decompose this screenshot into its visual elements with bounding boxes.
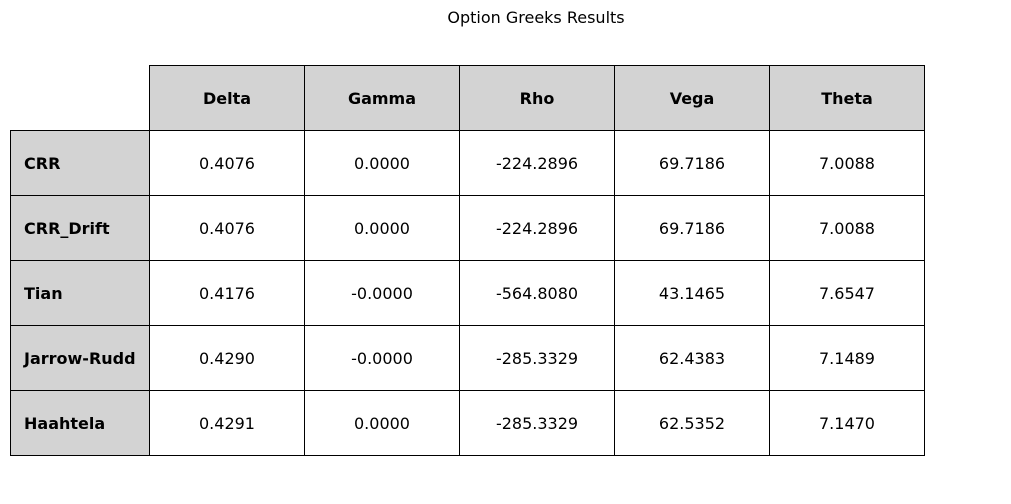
- table-cell: 7.1489: [769, 325, 925, 391]
- table-cell: 69.7186: [614, 195, 770, 261]
- table-cell: 0.4176: [149, 260, 305, 326]
- corner-cell: [11, 66, 150, 131]
- table-cell: -224.2896: [459, 195, 615, 261]
- row-header-crr: CRR: [10, 130, 150, 196]
- table-row-crr: CRR 0.4076 0.0000 -224.2896 69.7186 7.00…: [10, 130, 925, 196]
- row-header-tian: Tian: [10, 260, 150, 326]
- table-cell: 62.5352: [614, 390, 770, 456]
- table-row-crr-drift: CRR_Drift 0.4076 0.0000 -224.2896 69.718…: [10, 195, 925, 261]
- table-row-tian: Tian 0.4176 -0.0000 -564.8080 43.1465 7.…: [10, 260, 925, 326]
- column-header-theta: Theta: [769, 65, 925, 131]
- column-header-rho: Rho: [459, 65, 615, 131]
- chart-title: Option Greeks Results: [447, 8, 625, 27]
- table-cell: 7.0088: [769, 195, 925, 261]
- column-header-gamma: Gamma: [304, 65, 460, 131]
- row-header-haahtela: Haahtela: [10, 390, 150, 456]
- table-cell: 7.1470: [769, 390, 925, 456]
- table-cell: -224.2896: [459, 130, 615, 196]
- table-cell: 62.4383: [614, 325, 770, 391]
- table-cell: 0.4076: [149, 195, 305, 261]
- table-cell: -285.3329: [459, 390, 615, 456]
- table-cell: 0.4290: [149, 325, 305, 391]
- row-header-crr-drift: CRR_Drift: [10, 195, 150, 261]
- table-cell: 69.7186: [614, 130, 770, 196]
- table-cell: 0.0000: [304, 195, 460, 261]
- header-row: Delta Gamma Rho Vega Theta: [11, 65, 925, 131]
- column-header-delta: Delta: [149, 65, 305, 131]
- column-header-vega: Vega: [614, 65, 770, 131]
- table-cell: 0.0000: [304, 130, 460, 196]
- table-cell: 43.1465: [614, 260, 770, 326]
- table-row-jarrow-rudd: Jarrow-Rudd 0.4290 -0.0000 -285.3329 62.…: [10, 325, 925, 391]
- table-cell: -564.8080: [459, 260, 615, 326]
- greeks-table: Delta Gamma Rho Vega Theta CRR 0.4076 0.…: [10, 65, 925, 456]
- table-cell: 0.4076: [149, 130, 305, 196]
- table-cell: 0.4291: [149, 390, 305, 456]
- table-cell: 7.6547: [769, 260, 925, 326]
- table-cell: -0.0000: [304, 260, 460, 326]
- table-row-haahtela: Haahtela 0.4291 0.0000 -285.3329 62.5352…: [10, 390, 925, 456]
- table-cell: -0.0000: [304, 325, 460, 391]
- table-cell: 0.0000: [304, 390, 460, 456]
- row-header-jarrow-rudd: Jarrow-Rudd: [10, 325, 150, 391]
- table-cell: -285.3329: [459, 325, 615, 391]
- table-cell: 7.0088: [769, 130, 925, 196]
